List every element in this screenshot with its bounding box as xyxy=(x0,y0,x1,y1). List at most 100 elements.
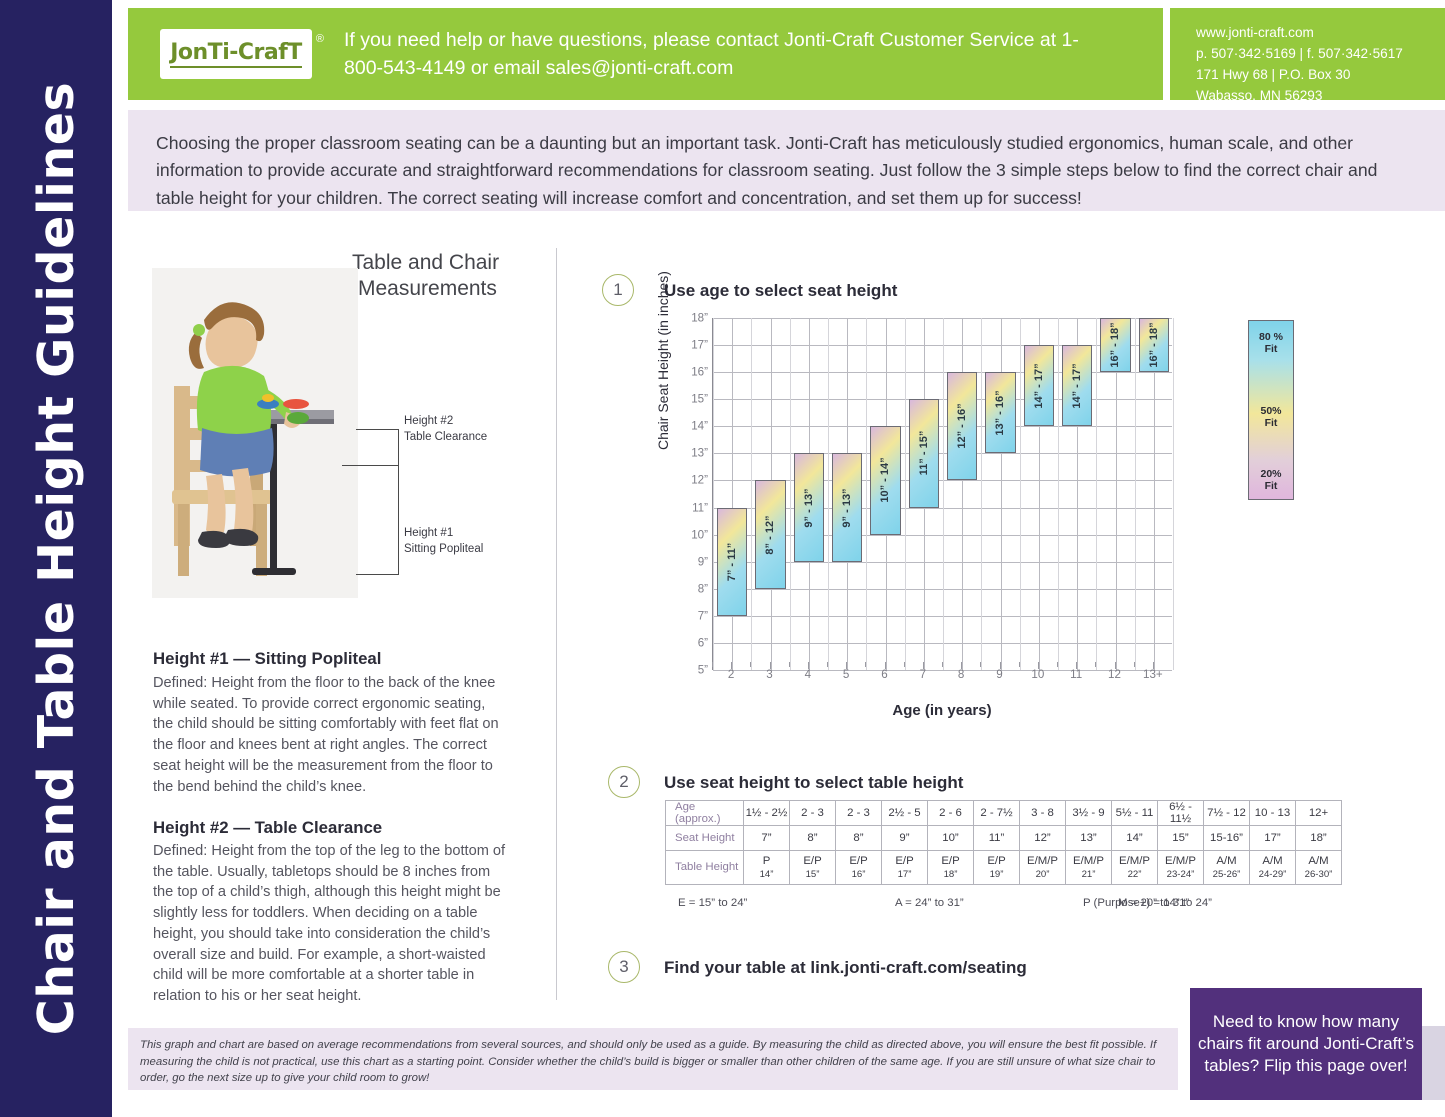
contact-phones: p. 507·342·5169 | f. 507·342·5617 xyxy=(1196,46,1403,62)
chart-x-tick-mark xyxy=(807,662,809,669)
intro-paragraph: Choosing the proper classroom seating ca… xyxy=(128,110,1445,211)
table-cell: 3 - 8 xyxy=(1019,800,1066,826)
contact-website[interactable]: www.jonti-craft.com xyxy=(1196,25,1314,40)
step-3-label[interactable]: Find your table at link.jonti-craft.com/… xyxy=(664,958,1027,977)
child-at-table-photo xyxy=(152,268,358,598)
chart-gridline-vertical xyxy=(789,318,791,670)
chart-x-tick-mark xyxy=(1095,662,1097,667)
legend-entry: 80 % Fit xyxy=(1248,331,1294,356)
table-cell: A/M 26-30” xyxy=(1295,850,1342,885)
chart-x-tick-label: 4 xyxy=(804,668,812,681)
chart-x-tick-mark xyxy=(846,662,848,669)
step-2-label: Use seat height to select table height xyxy=(664,773,964,792)
table-cell: 2½ - 5 xyxy=(881,800,928,826)
table-height-inches: 14” xyxy=(759,868,774,880)
chart-x-tick-mark xyxy=(1057,662,1058,667)
chart-gridline-horizontal xyxy=(713,426,1172,428)
chart-gridline-horizontal xyxy=(713,642,1172,644)
chart-x-tick-mark xyxy=(1114,662,1116,669)
chart-x-axis-label: Age (in years) xyxy=(892,702,992,719)
chart-gridline-vertical xyxy=(1019,318,1021,670)
chart-bar: 10” - 14” xyxy=(870,426,901,535)
table-footnote: M = 20” to 31” xyxy=(1118,897,1190,909)
legend-fit-percent: 50% xyxy=(1260,404,1282,417)
chart-gridline-vertical xyxy=(1058,318,1059,670)
table-height-code: E/M/P xyxy=(1026,855,1058,868)
table-height-code: E/M/P xyxy=(1118,855,1150,868)
section-heading-height-1: Height #1 — Sitting Popliteal xyxy=(153,649,382,668)
callout-table-clearance: Height #2 Table Clearance xyxy=(404,414,487,445)
table-cell: E/M/P 20” xyxy=(1019,850,1066,885)
table-cell: 7” xyxy=(743,825,790,851)
chart-bar: 7” - 11” xyxy=(716,507,748,616)
chart-y-tick-label: 12” xyxy=(691,473,708,487)
chart-gridline-horizontal xyxy=(713,453,1172,455)
chart-x-tick-mark xyxy=(750,662,752,667)
chart-x-tick-mark xyxy=(827,662,828,667)
chart-bar: 14” - 17” xyxy=(1023,345,1055,427)
chart-bar: 9” - 13” xyxy=(831,453,863,562)
callout-bracket-top-tick xyxy=(356,429,399,430)
jonti-craft-logo: JonTi-CrafT ® xyxy=(160,29,324,79)
callout-table-clearance-line1: Height #2 xyxy=(404,415,454,427)
table-height-inches: 20” xyxy=(1035,868,1050,880)
chart-x-tick-label: 12 xyxy=(1108,668,1121,681)
chart-plot-area: 7” - 11” 8” - 12” 9” - 13” 9” - 13” 10” - 14… xyxy=(712,318,1174,671)
table-cell: 9” xyxy=(881,825,928,851)
chart-x-tick-label: 2 xyxy=(727,668,735,681)
chart-gridline-horizontal xyxy=(713,670,1172,671)
chart-y-tick-label: 11” xyxy=(692,501,708,515)
table-cell: E/M/P 21” xyxy=(1065,850,1112,885)
chart-bar: 16” - 18” xyxy=(1138,318,1170,373)
flip-box-shadow xyxy=(1422,1026,1445,1100)
table-cell: 2 - 6 xyxy=(927,800,974,826)
table-height-inches: 16” xyxy=(851,868,866,880)
flip-page-callout: Need to know how many chairs fit around … xyxy=(1190,988,1422,1100)
table-height-inches: 24-29” xyxy=(1258,868,1287,880)
chart-y-tick-label: 15” xyxy=(691,392,708,406)
table-cell: 15-16” xyxy=(1203,825,1250,851)
chart-gridline-horizontal xyxy=(713,588,1172,590)
table-height-inches: 21” xyxy=(1081,868,1096,880)
chart-gridline-horizontal xyxy=(713,480,1172,482)
chart-gridline-vertical xyxy=(828,318,829,670)
table-cell: E/M/P 23-24” xyxy=(1157,850,1204,885)
chart-gridline-horizontal xyxy=(713,561,1172,563)
chart-x-tick-mark xyxy=(942,662,943,667)
table-row-header: Age (approx.) xyxy=(665,800,744,826)
table-cell: A/M 24-29” xyxy=(1249,850,1296,885)
section-body-height-2: Defined: Height from the top of the leg … xyxy=(153,843,506,1005)
table-cell: 2 - 3 xyxy=(835,800,882,826)
chart-x-tick-mark xyxy=(903,662,905,667)
callout-sitting-popliteal: Height #1 Sitting Popliteal xyxy=(404,526,483,557)
table-cell: 6½ - 11½ xyxy=(1157,800,1204,826)
chart-gridline-horizontal xyxy=(713,372,1172,374)
chart-y-tick-label: 6” xyxy=(697,636,708,650)
chart-x-tick-label: 9 xyxy=(996,668,1003,681)
table-row: Table Height P 14” E/P 15” E/P 16” E/P 17” E/P 18”… xyxy=(665,850,1342,885)
chart-x-tick-mark xyxy=(712,662,713,667)
illustration-heading-line1: Table and Chair xyxy=(352,251,500,274)
seat-height-chart: Chair Seat Height (in inches) 5” 6” 7” 8” 9”… xyxy=(655,271,1220,719)
section-heading-height-2: Height #2 — Table Clearance xyxy=(153,818,383,837)
table-cell: 13” xyxy=(1065,825,1112,851)
chart-x-tick-mark xyxy=(1076,662,1078,669)
table-cell: 17” xyxy=(1249,825,1296,851)
legend-fit-word: Fit xyxy=(1264,343,1278,356)
table-cell: 8” xyxy=(835,825,882,851)
table-cell: 2 - 7½ xyxy=(973,800,1020,826)
chart-bar: 13” - 16” xyxy=(985,372,1016,454)
callout-bracket-mid-tick xyxy=(342,465,399,466)
table-height-inches: 17” xyxy=(897,868,912,880)
contact-address-line1: 171 Hwy 68 | P.O. Box 30 xyxy=(1196,67,1351,83)
chart-gridline-vertical xyxy=(1153,318,1155,670)
chart-y-tick-label: 14” xyxy=(691,419,708,433)
disclaimer-text: This graph and chart are based on averag… xyxy=(128,1028,1178,1090)
table-cell: E/M/P 22” xyxy=(1111,850,1158,885)
table-cell: A/M 25-26” xyxy=(1203,850,1250,885)
chart-bar: 11” - 15” xyxy=(908,399,940,508)
chart-x-tick-mark xyxy=(865,662,867,667)
chart-y-tick-label: 7” xyxy=(697,609,708,623)
chart-bar: 14” - 17” xyxy=(1061,345,1093,427)
illustration-heading: Table and Chair Measurements xyxy=(352,250,499,303)
